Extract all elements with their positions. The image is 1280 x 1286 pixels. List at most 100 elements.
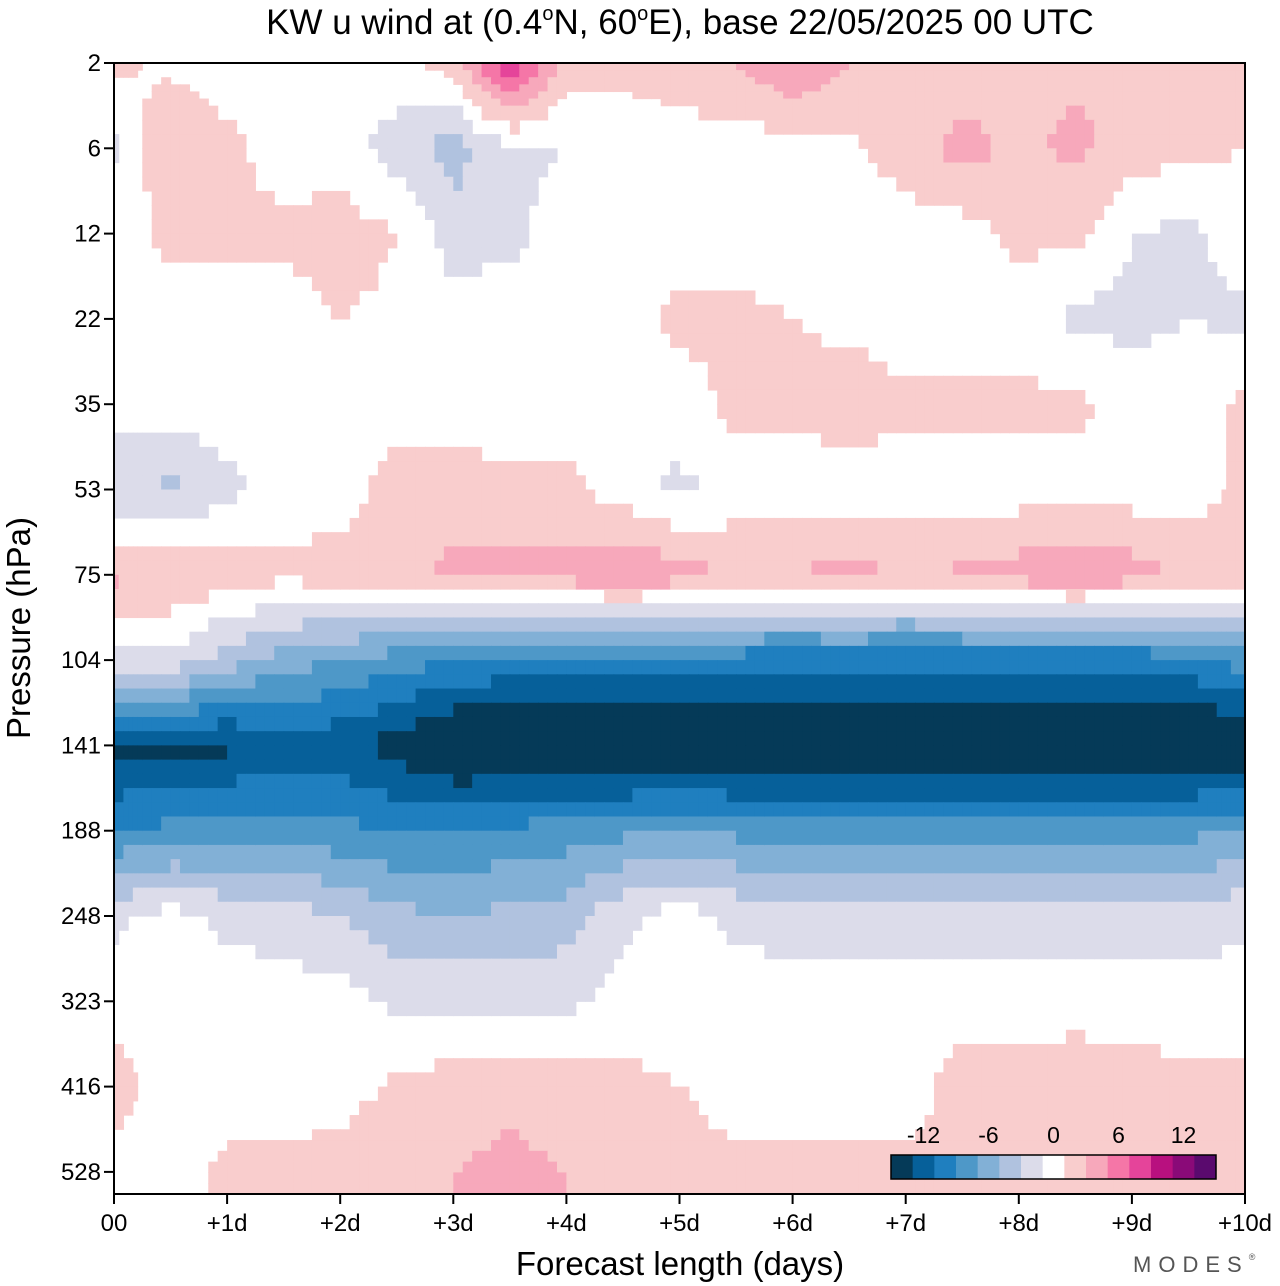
heatmap-cell (1169, 716, 1180, 732)
heatmap-cell (1141, 759, 1152, 775)
heatmap-cell (1056, 859, 1067, 874)
heatmap-cell (132, 446, 139, 462)
heatmap-cell (1084, 631, 1095, 647)
heatmap-cell (377, 517, 388, 533)
heatmap-cell (575, 674, 586, 690)
heatmap-cell (128, 830, 134, 846)
heatmap-cell (519, 162, 530, 178)
heatmap-cell (952, 77, 963, 85)
heatmap-cell (472, 731, 483, 746)
heatmap-cell (415, 489, 426, 505)
heatmap-cell (1103, 134, 1114, 149)
heatmap-cell (1009, 560, 1020, 576)
heatmap-cell (556, 574, 568, 590)
heatmap-cell (962, 645, 973, 661)
heatmap-cell (915, 645, 926, 661)
heatmap-cell (1131, 77, 1142, 85)
heatmap-cell (198, 105, 209, 121)
heatmap-cell (491, 759, 502, 775)
heatmap-cell (519, 887, 530, 903)
heatmap-cell (1230, 702, 1237, 718)
heatmap-cell (651, 859, 662, 874)
heatmap-cell (962, 688, 973, 704)
heatmap-cell (1084, 745, 1095, 761)
heatmap-cell (849, 347, 860, 363)
heatmap-cell (1084, 574, 1095, 590)
heatmap-cell (792, 816, 803, 832)
heatmap-cell (415, 660, 426, 675)
heatmap-cell (990, 63, 1001, 71)
heatmap-cell (387, 802, 398, 818)
heatmap-cell (1240, 802, 1245, 818)
heatmap-cell (1188, 574, 1199, 590)
heatmap-cell (896, 802, 907, 818)
heatmap-cell (1240, 702, 1245, 718)
heatmap-cell (1207, 503, 1218, 519)
heatmap-cell (1240, 617, 1245, 633)
heatmap-cell (377, 773, 388, 789)
heatmap-cell (274, 702, 285, 718)
heatmap-cell (1065, 318, 1076, 334)
heatmap-cell (1169, 617, 1180, 633)
heatmap-cell (462, 816, 473, 832)
heatmap-cell (340, 190, 351, 206)
heatmap-cell (189, 503, 200, 519)
heatmap-cell (886, 716, 897, 732)
heatmap-cell (877, 759, 888, 775)
heatmap-cell (698, 84, 709, 93)
heatmap-cell (943, 63, 954, 71)
heatmap-cell (707, 631, 718, 647)
heatmap-cell (368, 702, 379, 718)
heatmap-cell (943, 574, 954, 590)
heatmap-cell (1075, 802, 1086, 818)
heatmap-cell (236, 816, 247, 832)
heatmap-cell (820, 84, 831, 93)
heatmap-cell (962, 830, 973, 846)
heatmap-cell (453, 916, 464, 931)
heatmap-cell (1065, 859, 1076, 874)
heatmap-cell (783, 731, 794, 746)
heatmap-cell (1160, 219, 1171, 235)
heatmap-cell (509, 219, 520, 235)
heatmap-cell (179, 901, 191, 917)
heatmap-cell (118, 873, 125, 889)
heatmap-cell (198, 702, 209, 718)
heatmap-cell (802, 645, 813, 661)
heatmap-cell (1216, 716, 1223, 732)
heatmap-cell (820, 788, 831, 803)
heatmap-cell (868, 674, 879, 690)
heatmap-cell (1216, 70, 1223, 78)
heatmap-cell (330, 574, 341, 590)
heatmap-cell (293, 560, 304, 576)
heatmap-cell (566, 745, 577, 761)
heatmap-cell (679, 91, 690, 100)
heatmap-cell (575, 688, 586, 704)
heatmap-cell (118, 603, 125, 619)
heatmap-cell (792, 617, 803, 633)
heatmap-cell (849, 688, 860, 704)
heatmap-cell (1131, 262, 1142, 277)
heatmap-cell (161, 162, 172, 178)
heatmap-cell (1103, 290, 1114, 306)
heatmap-cell (962, 148, 973, 164)
heatmap-cell (151, 816, 162, 832)
heatmap-cell (849, 91, 860, 100)
heatmap-cell (227, 674, 238, 690)
heatmap-cell (509, 532, 520, 547)
heatmap-cell (1065, 631, 1076, 647)
heatmap-cell (264, 702, 275, 718)
heatmap-cell (764, 404, 775, 420)
heatmap-cell (198, 802, 209, 818)
heatmap-cell (387, 660, 398, 675)
heatmap-cell (151, 901, 162, 917)
heatmap-cell (1240, 731, 1245, 746)
heatmap-cell (1047, 560, 1058, 576)
heatmap-cell (123, 589, 129, 604)
heatmap-cell (915, 84, 926, 93)
heatmap-cell (641, 716, 652, 732)
heatmap-cell (943, 759, 954, 775)
heatmap-cell (462, 645, 473, 661)
heatmap-cell (387, 645, 398, 661)
heatmap-cell (123, 503, 129, 519)
heatmap-cell (1240, 77, 1245, 85)
